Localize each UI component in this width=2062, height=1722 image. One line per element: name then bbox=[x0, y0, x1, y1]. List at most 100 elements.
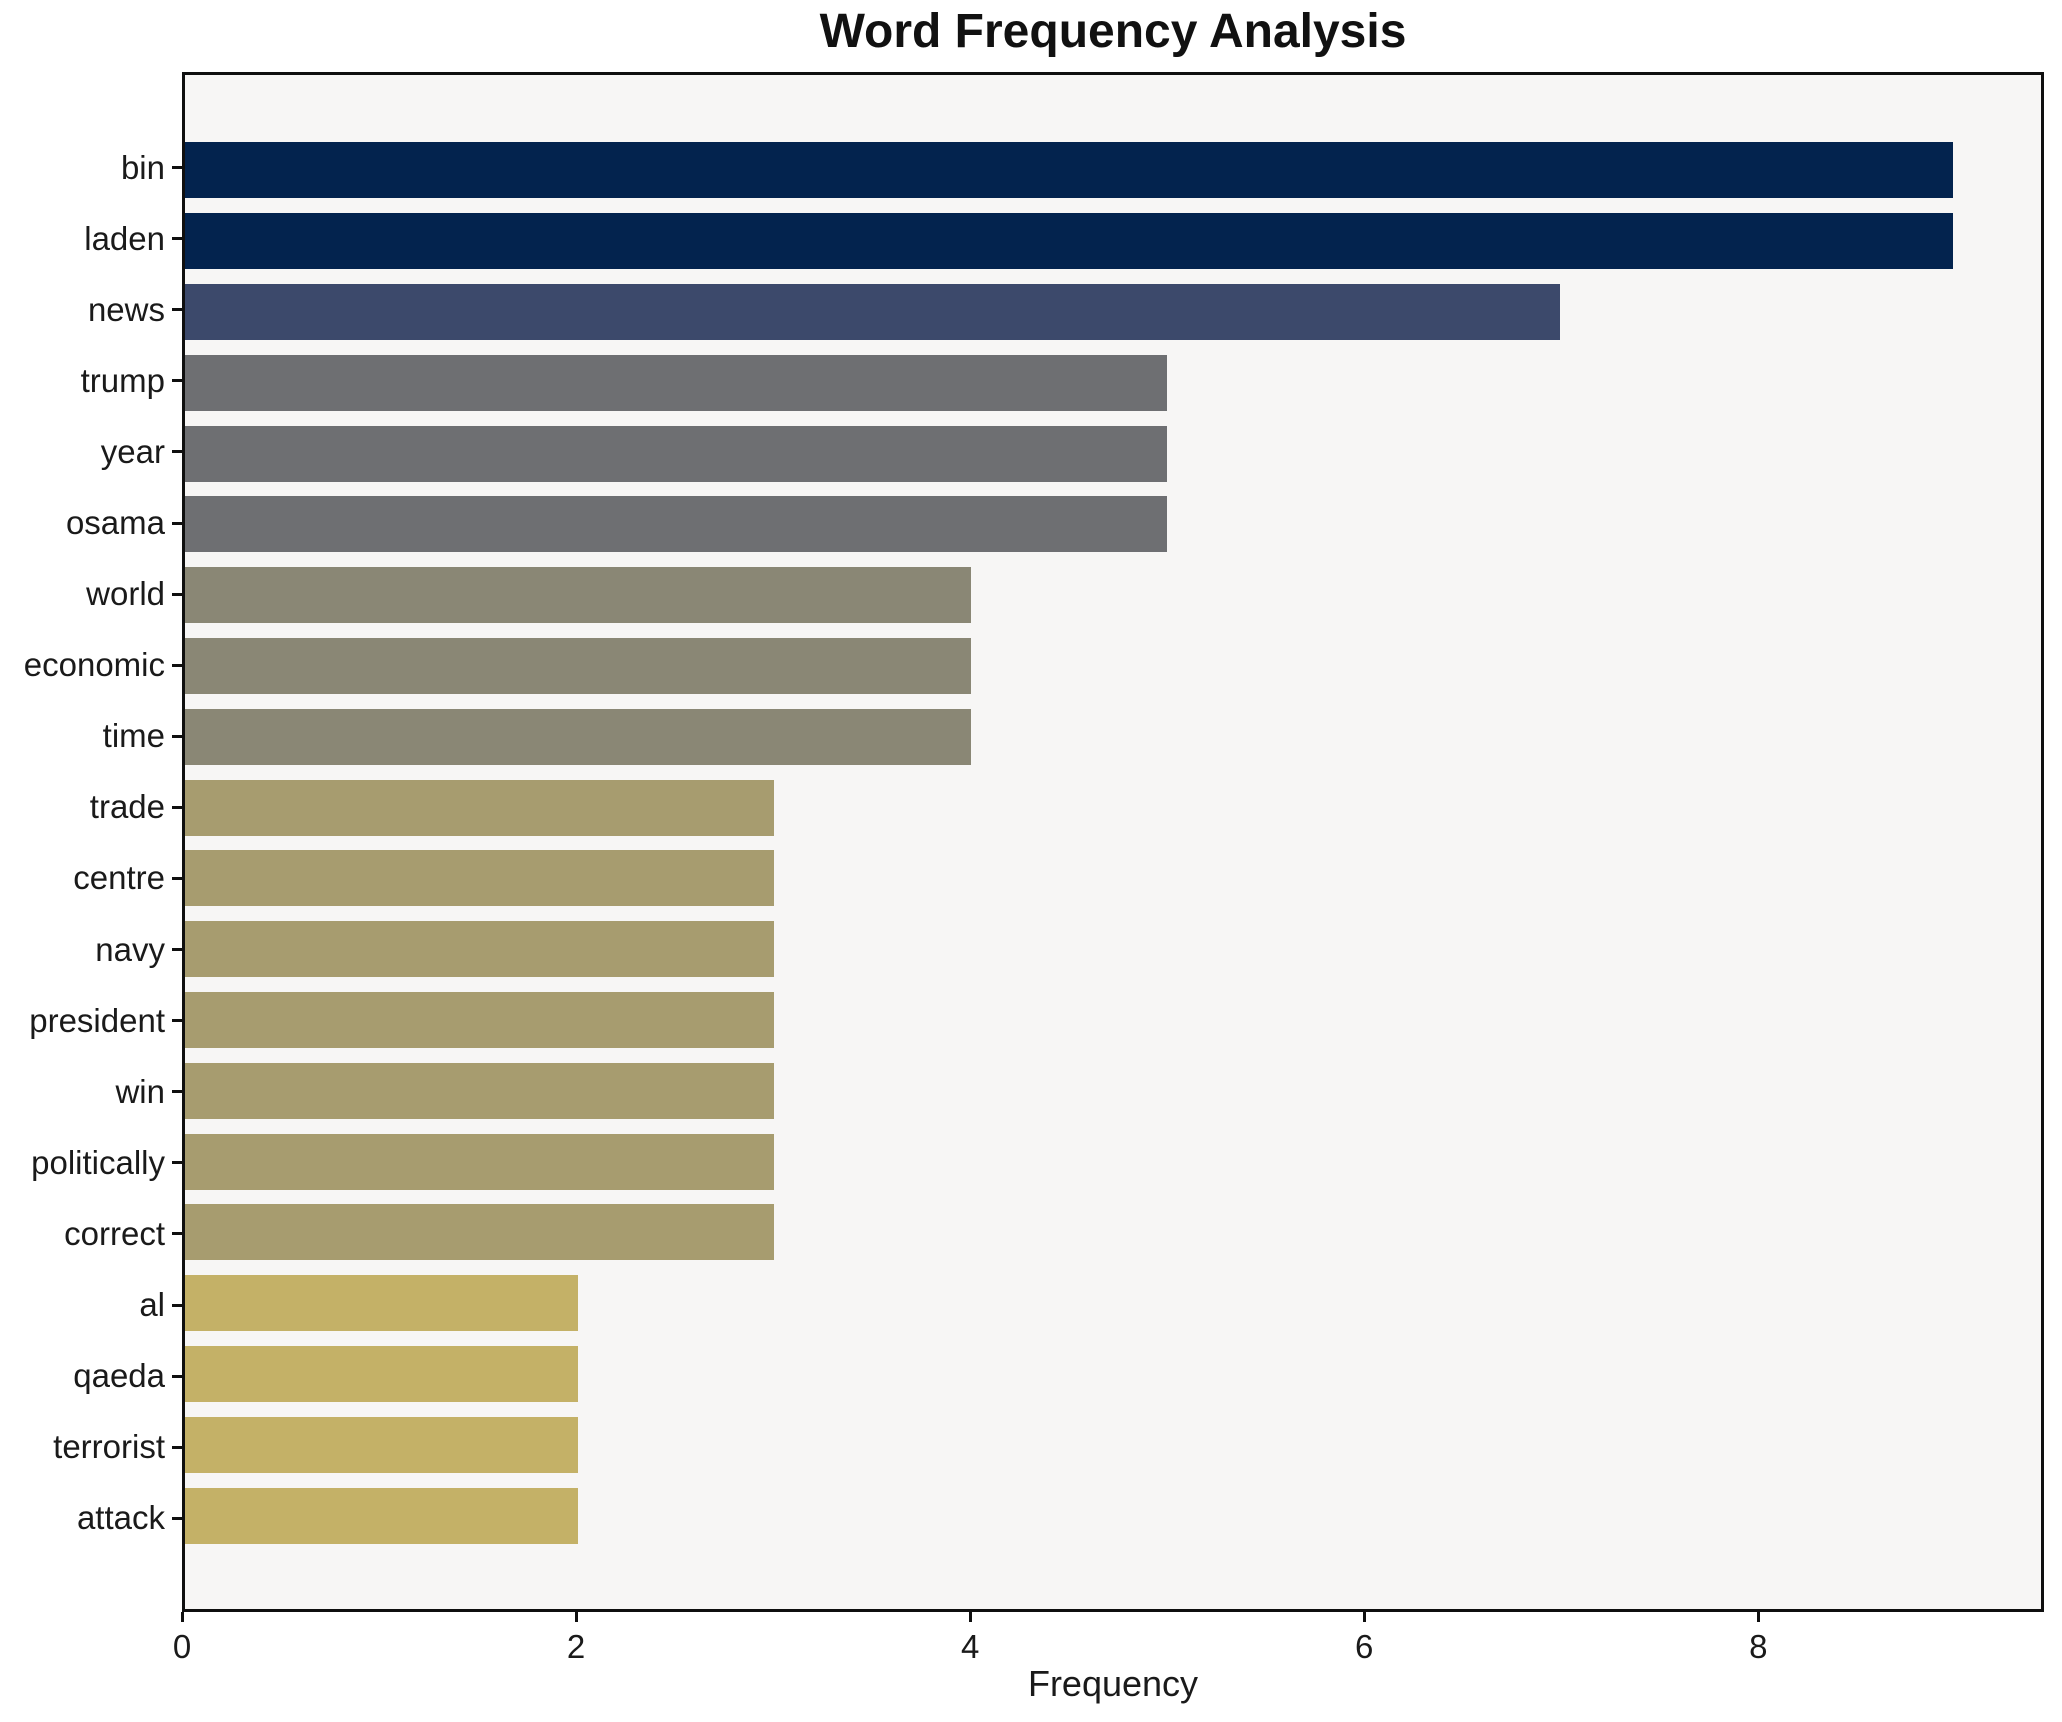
bar-row-politically bbox=[185, 1126, 2041, 1197]
y-tick-row-osama: osama bbox=[0, 487, 182, 558]
y-tick-mark bbox=[172, 876, 182, 880]
y-tick-mark bbox=[172, 1516, 182, 1520]
bar-row-news bbox=[185, 277, 2041, 348]
y-tick-row-laden: laden bbox=[0, 203, 182, 274]
x-tick-label-6: 6 bbox=[1355, 1628, 1374, 1665]
y-tick-mark bbox=[172, 1090, 182, 1094]
bar-centre bbox=[185, 850, 775, 907]
bar-row-time bbox=[185, 701, 2041, 772]
y-tick-row-year: year bbox=[0, 416, 182, 487]
bar-row-correct bbox=[185, 1197, 2041, 1268]
bar-correct bbox=[185, 1204, 775, 1261]
y-tick-mark bbox=[172, 948, 182, 952]
bar-row-win bbox=[185, 1055, 2041, 1126]
x-tick-label-0: 0 bbox=[172, 1628, 192, 1665]
bar-economic bbox=[185, 637, 971, 694]
y-tick-label-time: time bbox=[102, 717, 165, 755]
bar-osama bbox=[185, 496, 1167, 553]
bar-row-trump bbox=[185, 347, 2041, 418]
y-tick-label-trump: trump bbox=[80, 361, 165, 399]
bar-row-qaeda bbox=[185, 1339, 2041, 1410]
y-tick-mark bbox=[172, 166, 182, 170]
bar-time bbox=[185, 708, 971, 765]
bar-row-attack bbox=[185, 1480, 2041, 1551]
x-tick-mark bbox=[574, 1612, 578, 1622]
y-tick-mark bbox=[172, 1303, 182, 1307]
plot-area bbox=[182, 72, 2044, 1612]
bar-row-trade bbox=[185, 772, 2041, 843]
bar-row-president bbox=[185, 985, 2041, 1056]
y-tick-label-politically: politically bbox=[31, 1143, 165, 1181]
y-tick-label-al: al bbox=[139, 1286, 165, 1324]
bar-row-year bbox=[185, 418, 2041, 489]
y-tick-label-osama: osama bbox=[65, 504, 165, 542]
bar-bin bbox=[185, 142, 1953, 199]
y-tick-label-win: win bbox=[115, 1072, 165, 1110]
y-tick-label-trade: trade bbox=[89, 788, 165, 826]
bar-terrorist bbox=[185, 1416, 578, 1473]
y-axis-tick-labels: bin laden news trump year osama world economic t… bbox=[0, 72, 182, 1612]
bar-row-centre bbox=[185, 843, 2041, 914]
chart-title: Word Frequency Analysis bbox=[819, 5, 1407, 58]
bar-news bbox=[185, 283, 1560, 340]
y-tick-mark bbox=[172, 450, 182, 454]
bar-row-laden bbox=[185, 206, 2041, 277]
y-tick-mark bbox=[172, 1445, 182, 1449]
bar-row-al bbox=[185, 1268, 2041, 1339]
bar-president bbox=[185, 991, 775, 1048]
y-tick-mark bbox=[172, 1374, 182, 1378]
y-tick-label-qaeda: qaeda bbox=[73, 1357, 165, 1395]
x-tick-label-4: 4 bbox=[960, 1628, 980, 1665]
x-tick-mark bbox=[180, 1612, 184, 1622]
y-tick-row-al: al bbox=[0, 1270, 182, 1341]
y-tick-label-economic: economic bbox=[23, 646, 165, 684]
y-tick-mark bbox=[172, 237, 182, 241]
bar-al bbox=[185, 1275, 578, 1332]
y-tick-label-navy: navy bbox=[95, 930, 165, 968]
bar-qaeda bbox=[185, 1345, 578, 1402]
x-axis: 0 2 4 6 8 bbox=[173, 1612, 2044, 1702]
bar-trump bbox=[185, 354, 1167, 411]
y-tick-row-president: president bbox=[0, 985, 182, 1056]
y-tick-label-president: president bbox=[29, 1001, 165, 1039]
y-tick-row-time: time bbox=[0, 701, 182, 772]
y-tick-row-qaeda: qaeda bbox=[0, 1341, 182, 1412]
y-tick-mark bbox=[172, 734, 182, 738]
bar-world bbox=[185, 567, 971, 624]
y-tick-mark bbox=[172, 308, 182, 312]
y-tick-label-correct: correct bbox=[64, 1214, 165, 1252]
y-tick-mark bbox=[172, 1161, 182, 1165]
y-tick-row-centre: centre bbox=[0, 843, 182, 914]
y-tick-row-trade: trade bbox=[0, 772, 182, 843]
x-axis-title: Frequency bbox=[1027, 1663, 1199, 1704]
y-tick-mark bbox=[172, 379, 182, 383]
bar-win bbox=[185, 1062, 775, 1119]
y-tick-label-terrorist: terrorist bbox=[53, 1428, 165, 1466]
y-tick-row-world: world bbox=[0, 559, 182, 630]
y-tick-label-laden: laden bbox=[84, 219, 165, 257]
y-tick-row-trump: trump bbox=[0, 345, 182, 416]
x-tick-label-2: 2 bbox=[566, 1628, 586, 1665]
x-tick-mark bbox=[1362, 1612, 1366, 1622]
bar-politically bbox=[185, 1133, 775, 1190]
y-tick-row-bin: bin bbox=[0, 132, 182, 203]
y-tick-label-world: world bbox=[86, 575, 165, 613]
y-tick-label-year: year bbox=[100, 432, 165, 470]
y-tick-row-economic: economic bbox=[0, 630, 182, 701]
y-tick-mark bbox=[172, 1019, 182, 1023]
bar-row-osama bbox=[185, 489, 2041, 560]
bar-row-economic bbox=[185, 631, 2041, 702]
bar-row-bin bbox=[185, 135, 2041, 206]
bars-container bbox=[185, 135, 2041, 1551]
y-tick-mark bbox=[172, 805, 182, 809]
bar-trade bbox=[185, 779, 775, 836]
y-tick-mark bbox=[172, 1232, 182, 1236]
y-tick-row-correct: correct bbox=[0, 1198, 182, 1269]
bar-navy bbox=[185, 921, 775, 978]
bar-attack bbox=[185, 1487, 578, 1544]
x-tick-mark bbox=[968, 1612, 972, 1622]
y-tick-label-news: news bbox=[87, 290, 165, 328]
y-tick-row-news: news bbox=[0, 274, 182, 345]
y-tick-row-attack: attack bbox=[0, 1483, 182, 1554]
